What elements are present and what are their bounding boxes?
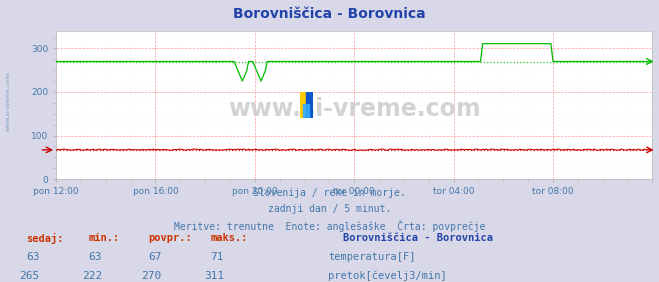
Text: www.si-vreme.com: www.si-vreme.com [5, 72, 11, 131]
Text: 265: 265 [19, 271, 40, 281]
Text: 67: 67 [148, 252, 161, 262]
Text: 63: 63 [26, 252, 40, 262]
Text: pretok[čevelj3/min]: pretok[čevelj3/min] [328, 271, 447, 281]
Text: maks.:: maks.: [211, 233, 248, 243]
Text: 270: 270 [141, 271, 161, 281]
Text: Borovniščica - Borovnica: Borovniščica - Borovnica [233, 7, 426, 21]
Text: povpr.:: povpr.: [148, 233, 192, 243]
Text: temperatura[F]: temperatura[F] [328, 252, 416, 262]
Text: 222: 222 [82, 271, 102, 281]
Text: 311: 311 [204, 271, 224, 281]
Text: min.:: min.: [89, 233, 120, 243]
Text: 71: 71 [211, 252, 224, 262]
Text: Meritve: trenutne  Enote: anglešaške  Črta: povprečje: Meritve: trenutne Enote: anglešaške Črta… [174, 220, 485, 232]
Text: www.si-vreme.com: www.si-vreme.com [228, 98, 480, 122]
Text: 63: 63 [89, 252, 102, 262]
Text: Slovenija / reke in morje.: Slovenija / reke in morje. [253, 188, 406, 197]
Text: sedaj:: sedaj: [26, 233, 64, 244]
Text: zadnji dan / 5 minut.: zadnji dan / 5 minut. [268, 204, 391, 214]
Text: Borovniščica - Borovnica: Borovniščica - Borovnica [343, 233, 493, 243]
